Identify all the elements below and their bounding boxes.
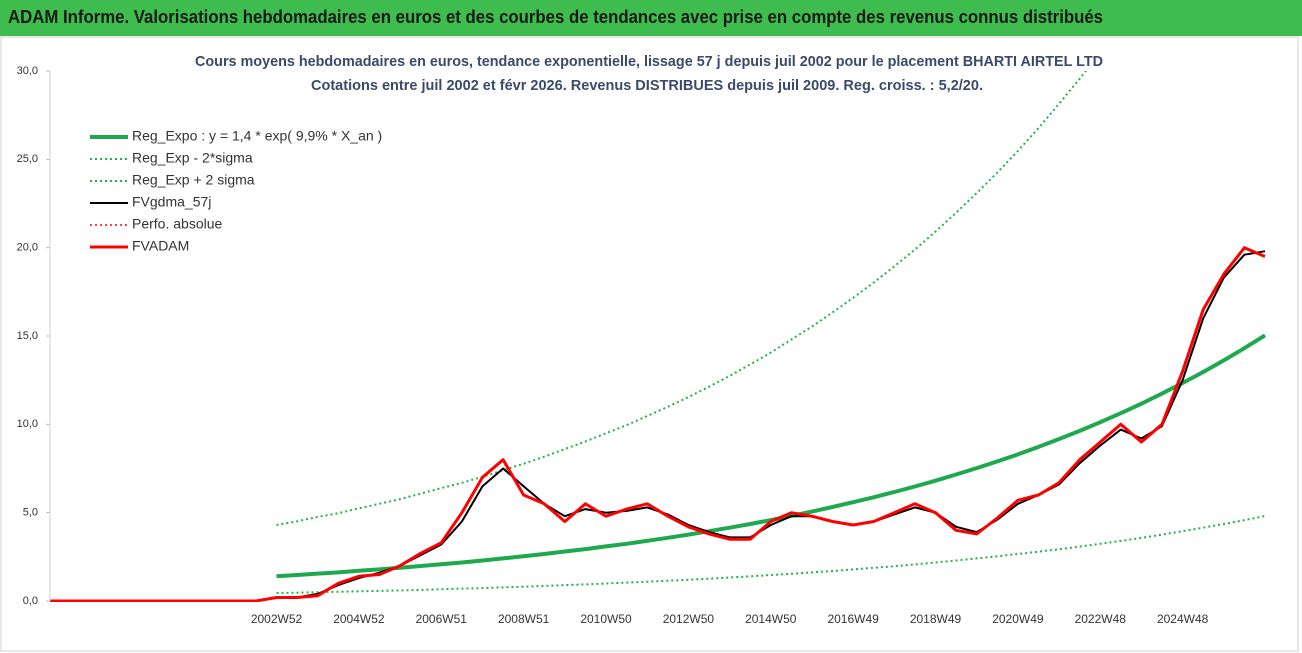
series-line [50, 246, 1266, 602]
x-tick-label: 2004W52 [333, 612, 385, 626]
header-title: ADAM Informe. Valorisations hebdomadaire… [8, 7, 1103, 27]
chart-subtitle: Cotations entre juil 2002 et févr 2026. … [311, 77, 983, 94]
legend-label: Perfo. absolue [132, 216, 222, 232]
x-tick-label: 2012W50 [663, 612, 715, 626]
series-line [276, 515, 1266, 594]
legend-label: Reg_Exp - 2*sigma [132, 150, 253, 166]
y-tick-label: 25,0 [17, 153, 38, 165]
x-tick-label: 2016W49 [827, 612, 879, 626]
y-tick-label: 10,0 [17, 418, 38, 430]
x-tick-label: 2006W51 [416, 612, 468, 626]
x-tick-label: 2022W48 [1075, 612, 1127, 626]
series-line [276, 333, 1267, 579]
series-line [276, 71, 1087, 526]
y-tick-label: 5,0 [23, 507, 38, 519]
y-tick-label: 15,0 [17, 330, 38, 342]
y-tick-label: 30,0 [17, 65, 38, 77]
x-tick-label: 2018W49 [910, 612, 962, 626]
y-tick-label: 20,0 [17, 242, 38, 254]
x-tick-label: 2010W50 [580, 612, 632, 626]
series-line [50, 246, 1266, 602]
x-tick-label: 2008W51 [498, 612, 550, 626]
x-tick-label: 2020W49 [992, 612, 1044, 626]
plot-area [50, 71, 1267, 602]
legend-label: FVADAM [132, 238, 189, 254]
y-tick-label: 0,0 [23, 595, 38, 607]
x-tick-label: 2002W52 [251, 612, 303, 626]
x-tick-label: 2014W50 [745, 612, 797, 626]
chart-title: Cours moyens hebdomadaires en euros, ten… [195, 53, 1103, 70]
series-line [50, 250, 1266, 602]
header-bar [0, 0, 1302, 36]
legend-label: FVgdma_57j [132, 194, 211, 210]
legend-label: Reg_Exp + 2 sigma [132, 172, 255, 188]
chart-border [0, 36, 1299, 652]
x-tick-label: 2024W48 [1157, 612, 1209, 626]
legend-label: Reg_Expo : y = 1,4 * exp( 9,9% * X_an ) [132, 128, 382, 144]
